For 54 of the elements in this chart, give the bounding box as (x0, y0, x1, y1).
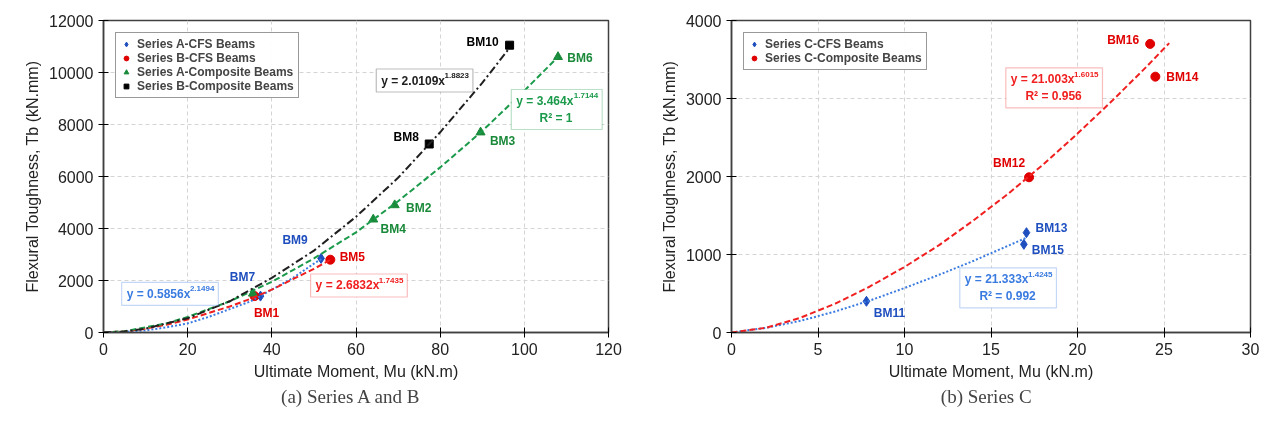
data-label: BM2 (406, 201, 432, 216)
data-label: BM8 (393, 130, 420, 144)
x-tick-label: 15 (982, 340, 1000, 358)
data-label: BM1 (253, 306, 280, 321)
data-label: BM14 (1166, 69, 1199, 84)
y-tick-label: 6000 (57, 168, 94, 186)
y-tick-label: 3000 (685, 90, 722, 108)
x-axis-title: Ultimate Moment, Mu (kN.m) (888, 362, 1094, 380)
legend-label: Series A-Composite Beams (137, 65, 294, 79)
y-tick-label: 2000 (57, 272, 94, 290)
legend-label: Series C-Composite Beams (765, 51, 922, 65)
data-label: BM11 (873, 306, 906, 321)
legend-label: Series C-CFS Beams (765, 37, 884, 51)
x-tick-label: 80 (431, 340, 450, 358)
y-tick-label: 4000 (685, 12, 722, 30)
y-tick-label: 1000 (685, 246, 722, 264)
y-axis-title: Flexural Toughness, Tb (kN.mm) (660, 61, 678, 293)
data-label: BM10 (466, 35, 499, 50)
data-label: BM7 (229, 270, 256, 285)
text: (b) Series C (940, 385, 1032, 408)
text: (a) Series A and B (281, 385, 420, 408)
x-tick-label: 60 (347, 340, 365, 358)
x-tick-label: 30 (1241, 340, 1260, 358)
y-tick-label: 10000 (49, 64, 94, 82)
legend-label: Series B-CFS Beams (137, 51, 256, 65)
y-tick-label: 0 (712, 324, 722, 342)
x-tick-label: 120 (595, 340, 622, 358)
legend-label: Series A-CFS Beams (137, 37, 256, 51)
data-label: BM3 (489, 134, 516, 149)
y-tick-label: 12000 (49, 12, 94, 30)
x-axis-title: Ultimate Moment, Mu (kN.m) (253, 362, 459, 380)
y-axis-title: Flexural Toughness, Tb (kN.mm) (24, 61, 42, 293)
data-label: BM5 (339, 249, 366, 264)
x-tick-label: 20 (178, 340, 197, 358)
y-tick-label: 8000 (57, 116, 94, 134)
x-tick-label: 100 (510, 340, 538, 358)
data-label: BM16 (1107, 32, 1140, 47)
y-tick-label: 4000 (57, 220, 94, 238)
x-tick-label: 10 (895, 340, 914, 358)
data-label: BM9 (282, 233, 309, 248)
x-tick-label: 20 (1068, 340, 1087, 358)
data-label: BM4 (380, 222, 407, 237)
x-tick-label: 0 (99, 340, 109, 358)
y-tick-label: 2000 (685, 168, 722, 186)
data-label: BM6 (567, 50, 593, 65)
data-label: BM15 (1031, 243, 1065, 258)
x-tick-label: 40 (262, 340, 281, 358)
data-label: BM12 (993, 156, 1026, 171)
data-label: BM13 (1035, 220, 1068, 235)
legend-label: Series B-Composite Beams (137, 79, 294, 93)
x-tick-label: 5 (813, 340, 823, 358)
x-tick-label: 25 (1155, 340, 1173, 358)
y-tick-label: 0 (84, 324, 94, 342)
x-tick-label: 0 (727, 340, 737, 358)
